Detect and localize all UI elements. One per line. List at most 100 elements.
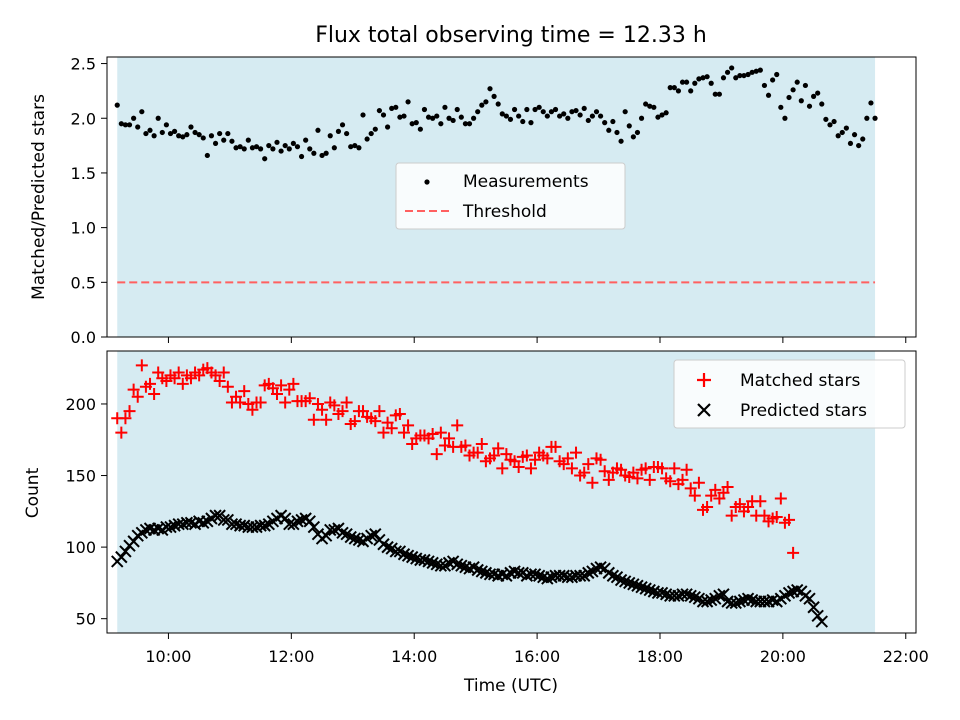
measurement-point (192, 129, 198, 136)
measurement-point (634, 129, 641, 136)
matched-point (721, 480, 734, 493)
matched-point (238, 385, 251, 398)
bottom-ytick-label: 50 (76, 610, 96, 629)
matched-point (176, 377, 189, 390)
measurement-point (757, 67, 763, 73)
measurement-point (720, 75, 727, 81)
measurement-point (393, 104, 399, 110)
measurement-point (651, 104, 657, 110)
measurement-point (610, 118, 616, 125)
measurement-point (270, 146, 276, 152)
measurement-point (589, 113, 596, 119)
matched-point (320, 413, 333, 426)
measurement-point (520, 118, 526, 125)
measurement-point (737, 72, 743, 79)
predicted-point (115, 550, 128, 564)
top-legend: Measurements Threshold (395, 162, 626, 230)
predicted-point (283, 518, 296, 531)
measurement-point (335, 128, 342, 134)
measurement-point (253, 144, 260, 150)
measurement-point (839, 129, 845, 136)
predicted-legend-label: Predicted stars (740, 401, 867, 421)
measurement-point (511, 106, 518, 113)
measurement-point (765, 92, 772, 98)
measurement-point (638, 115, 645, 121)
measurements-legend-marker (424, 179, 430, 185)
measurement-point (577, 112, 583, 118)
measurement-point (217, 130, 223, 137)
chart-title: Flux total observing time = 12.33 h (315, 23, 707, 48)
measurement-point (286, 146, 292, 152)
measurement-point (851, 132, 858, 138)
matched-point (459, 439, 472, 452)
matched-point (664, 475, 677, 488)
predicted-point (803, 592, 816, 605)
measurement-point (815, 90, 821, 96)
measurement-point (384, 124, 391, 130)
measurement-point (593, 109, 600, 115)
measurement-point (303, 137, 309, 143)
measurement-point (778, 104, 784, 110)
measurement-point (307, 146, 313, 152)
measurement-point (856, 142, 862, 149)
bottom-axis-ticks: 10:00 12:00 14:00 16:00 18:00 20:00 22:00 50 100… (65, 395, 928, 666)
measurement-point (864, 115, 870, 121)
predicted-point (258, 519, 271, 532)
measurement-point (409, 121, 415, 127)
predicted-point (319, 529, 333, 542)
measurement-point (704, 74, 710, 80)
matched-series-group (111, 359, 800, 559)
measurement-point (122, 122, 129, 128)
matched-point (443, 432, 456, 445)
matched-point (279, 396, 292, 409)
predicted-point (418, 553, 431, 567)
predicted-point (623, 576, 636, 590)
bottom-ytick-label: 150 (65, 467, 96, 486)
top-ytick-label: 0.5 (71, 273, 96, 292)
matched-point (733, 498, 746, 511)
predicted-point (348, 532, 362, 545)
measurement-point (819, 101, 825, 107)
predicted-point (688, 591, 702, 604)
xtick-label: 22:00 (883, 647, 929, 666)
top-ytick-label: 0.0 (71, 328, 96, 347)
measurement-point (425, 114, 432, 120)
top-panel: 0.0 0.5 1.0 1.5 2.0 2.5 Matched/Predicted sta… (29, 55, 917, 347)
measurement-point (798, 98, 804, 104)
top-series-group (114, 65, 878, 162)
matched-point (234, 396, 247, 409)
measurements-legend-label: Measurements (463, 172, 589, 192)
predicted-point (471, 563, 484, 577)
measurement-point (171, 128, 178, 134)
measurement-point (659, 112, 665, 118)
measurement-point (151, 133, 157, 139)
measurement-point (430, 115, 436, 121)
predicted-point (594, 560, 607, 574)
matched-point (684, 482, 697, 495)
measurement-point (528, 120, 534, 126)
measurement-point (344, 130, 350, 137)
measurement-point (184, 132, 190, 138)
matched-point (127, 383, 140, 396)
measurement-point (196, 132, 202, 138)
bottom-axes-frame (106, 350, 917, 634)
bottom-legend: Matched stars Predicted stars (673, 359, 906, 429)
matched-point (385, 422, 398, 435)
matched-point (402, 419, 415, 432)
predicted-point (381, 540, 394, 554)
predicted-point (278, 512, 292, 525)
predicted-point (197, 516, 210, 529)
measurement-point (204, 152, 210, 159)
top-ytick-label: 1.0 (71, 219, 96, 238)
measurement-point (339, 122, 346, 128)
predicted-point (389, 545, 402, 558)
measurement-point (548, 109, 555, 115)
measurement-point (847, 140, 854, 147)
measurement-point (688, 88, 694, 94)
matched-point (377, 426, 390, 439)
measurement-point (569, 109, 575, 115)
matched-point (639, 462, 652, 475)
predicted-point (643, 583, 656, 597)
predicted-point (426, 556, 439, 570)
measurement-point (274, 139, 280, 145)
